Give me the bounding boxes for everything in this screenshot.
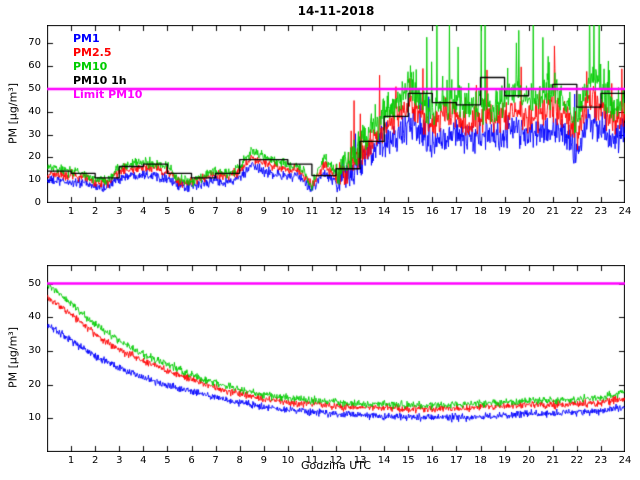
bottom-plot-canvas bbox=[47, 265, 625, 452]
x-tick-label: 7 bbox=[212, 206, 219, 217]
x-tick-label: 10 bbox=[281, 206, 295, 217]
legend-item: PM10 1h bbox=[73, 74, 127, 87]
legend-item: PM2.5 bbox=[73, 46, 112, 59]
figure-title: 14-11-2018 bbox=[297, 4, 375, 18]
x-axis-label: Godzina UTC bbox=[300, 459, 372, 472]
x-tick-label: 24 bbox=[618, 455, 632, 466]
x-tick-label: 20 bbox=[522, 206, 536, 217]
x-tick-label: 8 bbox=[236, 455, 243, 466]
x-tick-label: 11 bbox=[305, 455, 319, 466]
x-tick-label: 8 bbox=[236, 206, 243, 217]
x-tick-label: 5 bbox=[164, 206, 171, 217]
x-tick-label: 15 bbox=[401, 206, 415, 217]
x-tick-label: 14 bbox=[377, 206, 391, 217]
x-tick-label: 1 bbox=[67, 206, 75, 217]
y-tick-label: 10 bbox=[28, 174, 41, 186]
x-tick-label: 3 bbox=[116, 206, 123, 217]
x-tick-label: 16 bbox=[425, 206, 439, 217]
x-tick-label: 9 bbox=[260, 455, 267, 466]
legend-item: PM10 bbox=[73, 60, 108, 73]
x-tick-label: 13 bbox=[353, 455, 367, 466]
x-tick-label: 14 bbox=[377, 455, 391, 466]
x-tick-label: 2 bbox=[91, 455, 99, 466]
x-tick-label: 1 bbox=[67, 455, 75, 466]
top-plot-canvas bbox=[47, 25, 625, 203]
legend-item: PM1 bbox=[73, 32, 100, 45]
y-tick-label: 20 bbox=[28, 151, 41, 163]
y-tick-label: 60 bbox=[28, 60, 41, 72]
x-tick-label: 17 bbox=[450, 206, 463, 217]
x-tick-label: 22 bbox=[570, 455, 584, 466]
x-tick-label: 4 bbox=[140, 206, 147, 217]
x-tick-label: 21 bbox=[546, 206, 560, 217]
x-tick-label: 4 bbox=[140, 455, 147, 466]
y-tick-label: 30 bbox=[28, 128, 41, 140]
y-tick-label: 50 bbox=[28, 82, 41, 94]
y-tick-label: 50 bbox=[28, 277, 41, 289]
x-tick-label: 11 bbox=[305, 206, 319, 217]
x-tick-label: 10 bbox=[281, 455, 295, 466]
x-tick-label: 22 bbox=[570, 206, 584, 217]
x-tick-label: 6 bbox=[188, 455, 195, 466]
y-tick-label: 70 bbox=[28, 37, 41, 49]
y-tick-label: 40 bbox=[28, 311, 41, 323]
x-tick-label: 6 bbox=[188, 206, 195, 217]
x-tick-label: 2 bbox=[91, 206, 99, 217]
x-tick-label: 18 bbox=[474, 455, 487, 466]
x-tick-label: 15 bbox=[401, 455, 415, 466]
y-tick-label: 0 bbox=[34, 197, 41, 208]
x-tick-label: 17 bbox=[450, 455, 463, 466]
x-tick-label: 20 bbox=[522, 455, 536, 466]
x-tick-label: 19 bbox=[498, 455, 511, 466]
x-tick-label: 24 bbox=[618, 206, 632, 217]
legend: PM1 PM2.5 PM10 PM10 1h Limit PM10 bbox=[73, 32, 142, 102]
legend-item: Limit PM10 bbox=[73, 88, 143, 101]
y-tick-label: 10 bbox=[28, 412, 41, 424]
y-tick-label: 20 bbox=[28, 378, 41, 390]
x-tick-label: 3 bbox=[116, 455, 123, 466]
x-tick-label: 9 bbox=[260, 206, 267, 217]
x-tick-label: 5 bbox=[164, 455, 171, 466]
y-tick-label: 30 bbox=[28, 344, 41, 356]
x-tick-label: 23 bbox=[594, 455, 608, 466]
x-tick-label: 12 bbox=[329, 455, 343, 466]
x-tick-label: 21 bbox=[546, 455, 560, 466]
y-tick-label: 40 bbox=[28, 105, 41, 117]
x-tick-label: 12 bbox=[329, 206, 343, 217]
x-tick-label: 7 bbox=[212, 455, 219, 466]
x-tick-label: 13 bbox=[353, 206, 367, 217]
x-tick-label: 19 bbox=[498, 206, 511, 217]
x-tick-label: 16 bbox=[425, 455, 439, 466]
x-tick-label: 18 bbox=[474, 206, 487, 217]
x-tick-label: 23 bbox=[594, 206, 608, 217]
